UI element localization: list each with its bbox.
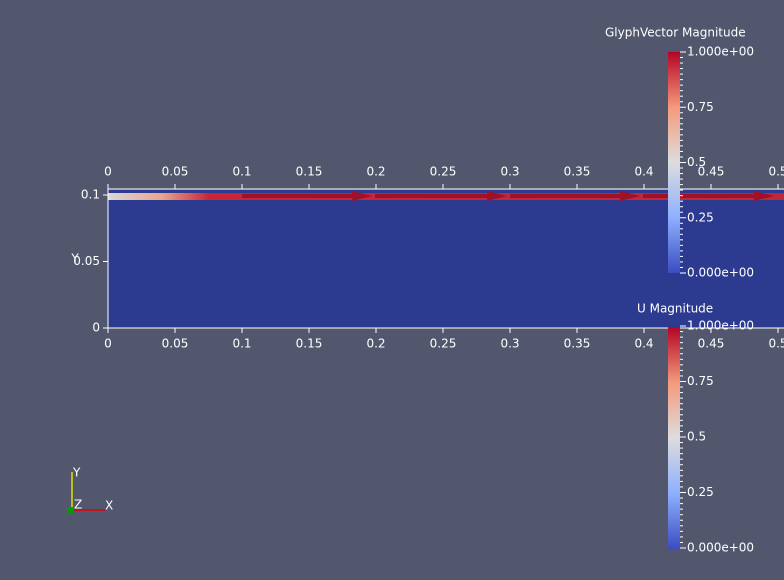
top-x-tick-label: 0.2 [366, 165, 385, 179]
bottom-x-tick-label: 0.05 [162, 337, 189, 351]
bottom-x-tick-label: 0.15 [296, 337, 323, 351]
color-bar-title: U Magnitude [637, 302, 713, 316]
color-bar-label: 1.000e+00 [687, 45, 754, 59]
orientation-y-label: Y [72, 466, 81, 480]
z-arrow [68, 507, 74, 513]
top-x-tick-label: 0.25 [430, 165, 457, 179]
color-bar-title: GlyphVector Magnitude [605, 26, 746, 40]
bottom-x-tick-label: 0 [104, 337, 112, 351]
top-x-tick-label: 0 [104, 165, 112, 179]
color-bar-label: 0.5 [687, 430, 706, 444]
top-x-tick-label: 0.1 [232, 165, 251, 179]
color-bar-label: 0.000e+00 [687, 266, 754, 280]
glyph [643, 194, 758, 198]
bottom-x-tick-label: 0.4 [634, 337, 653, 351]
bottom-x-tick-label: 0.25 [430, 337, 457, 351]
bottom-x-tick-label: 0.45 [698, 337, 725, 351]
glyph [242, 194, 357, 198]
orientation-axes: Y X Z [68, 466, 113, 513]
top-x-tick-label: 0.35 [564, 165, 591, 179]
y-axis-title: Y [70, 252, 79, 266]
color-bar-label: 0.5 [687, 155, 706, 169]
glyph [510, 194, 620, 198]
top-x-tick-label: 0.15 [296, 165, 323, 179]
color-bar-label: 0.25 [687, 485, 714, 499]
color-bar-label: 0.000e+00 [687, 541, 754, 555]
top-x-tick-label: 0.4 [634, 165, 653, 179]
glyph [487, 191, 507, 201]
top-x-tick-label: 0.3 [500, 165, 519, 179]
bottom-x-tick-label: 0.2 [366, 337, 385, 351]
color-bar-label: 0.25 [687, 210, 714, 224]
glyph [352, 191, 372, 201]
top-x-tick-label: 0.05 [162, 165, 189, 179]
bottom-x-tick-label: 0.3 [500, 337, 519, 351]
top-x-tick-label: 0.5 [768, 165, 784, 179]
color-bar-label: 0.75 [687, 100, 714, 114]
orientation-z-label: Z [74, 498, 82, 512]
glyph [620, 191, 640, 201]
y-tick-label: 0.1 [81, 188, 100, 202]
color-bar [668, 52, 680, 273]
top-x-tick-label: 0.45 [698, 165, 725, 179]
orientation-x-label: X [105, 499, 113, 513]
y-tick-label: 0 [92, 321, 100, 335]
bottom-x-tick-label: 0.5 [768, 337, 784, 351]
glyphs [242, 191, 774, 201]
glyph [754, 191, 774, 201]
glyph [375, 194, 490, 198]
bottom-x-tick-label: 0.1 [232, 337, 251, 351]
color-bar-label: 0.75 [687, 374, 714, 388]
y-tick-label: 0.05 [73, 254, 100, 268]
bottom-x-tick-label: 0.35 [564, 337, 591, 351]
color-bar-label: 1.000e+00 [687, 319, 754, 333]
color-bar [668, 327, 680, 549]
